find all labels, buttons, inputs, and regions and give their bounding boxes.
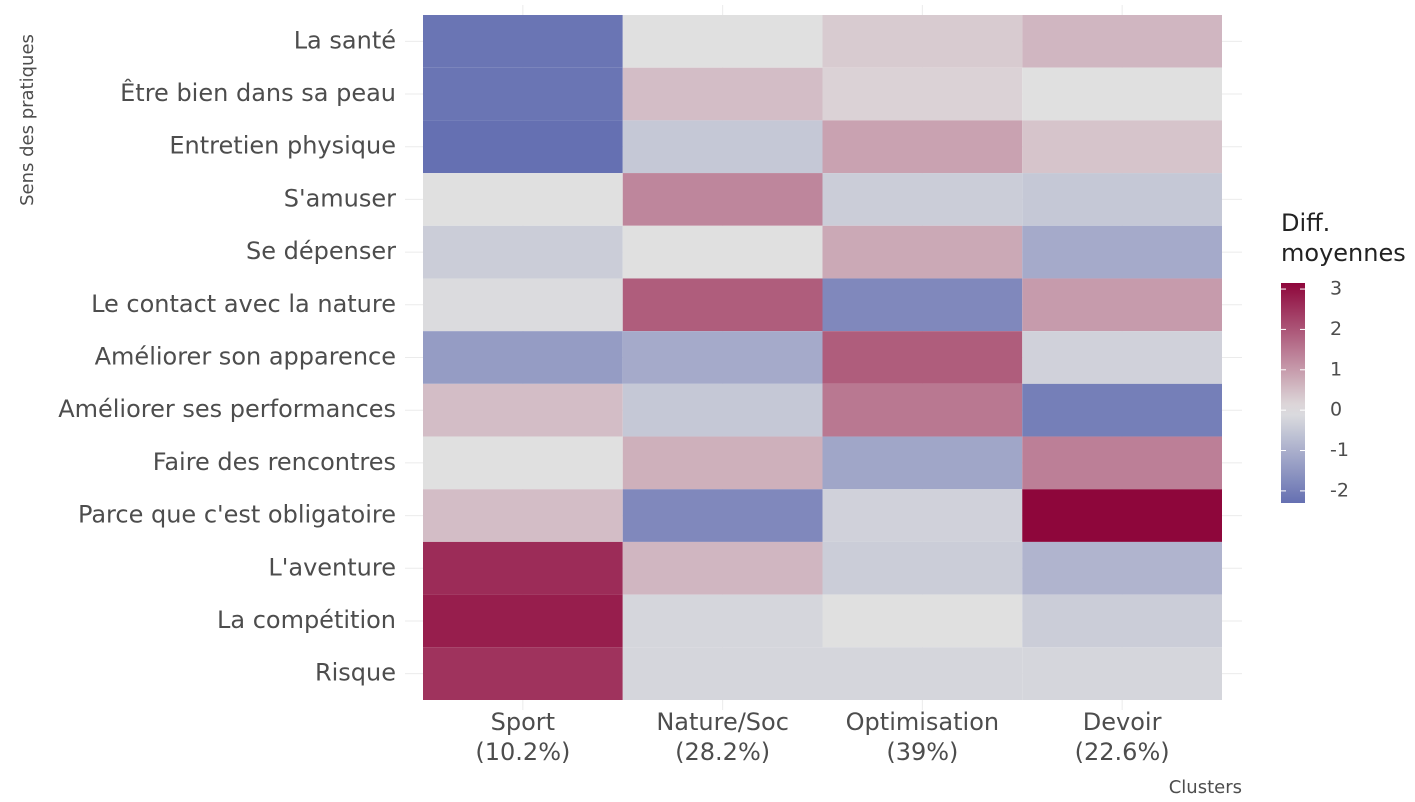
- heat-cell: [423, 225, 623, 279]
- heat-cell: [1022, 436, 1222, 490]
- y-tick-label: Risque: [315, 659, 396, 687]
- heat-cell: [622, 541, 823, 595]
- legend-tick-label: -1: [1330, 439, 1349, 461]
- heat-cell: [1022, 173, 1222, 226]
- heat-cell: [423, 383, 623, 437]
- x-tick-label: Optimisation (39%): [845, 708, 1000, 766]
- heat-cell: [1022, 278, 1222, 332]
- heat-cell: [622, 489, 823, 542]
- heat-cell: [423, 120, 623, 174]
- heat-cell: [822, 120, 1023, 174]
- y-tick-label: Faire des rencontres: [153, 448, 396, 476]
- x-tick-label: Sport (10.2%): [475, 708, 571, 766]
- legend-tick-label: 2: [1330, 318, 1342, 340]
- heat-cell: [622, 594, 823, 648]
- heat-cell: [622, 331, 823, 384]
- heat-cell: [822, 594, 1023, 648]
- heat-cell: [622, 120, 823, 174]
- heat-cell: [423, 15, 623, 68]
- legend-tick-label: 1: [1330, 358, 1342, 380]
- heat-cell: [822, 15, 1023, 68]
- x-tick-label: Nature/Soc (28.2%): [656, 708, 789, 766]
- y-tick-label: La compétition: [217, 606, 396, 634]
- heat-cell: [822, 489, 1023, 542]
- heat-cell: [1022, 67, 1222, 121]
- heat-cell: [423, 173, 623, 226]
- heat-cell: [622, 225, 823, 279]
- y-tick-label: L'aventure: [268, 553, 396, 581]
- heat-cell: [423, 278, 623, 332]
- heat-cell: [423, 331, 623, 384]
- heat-cell: [822, 225, 1023, 279]
- heat-cell: [622, 278, 823, 332]
- y-tick-label: Se dépenser: [246, 237, 396, 265]
- heat-cell: [822, 541, 1023, 595]
- y-tick-label: Parce que c'est obligatoire: [78, 501, 396, 529]
- y-tick-label: Le contact avec la nature: [91, 290, 396, 318]
- heat-cell: [822, 331, 1023, 384]
- heat-cell: [1022, 120, 1222, 174]
- legend-title: Diff. moyennes: [1281, 209, 1406, 267]
- y-tick-label: Améliorer son apparence: [95, 343, 396, 371]
- y-tick-label: Entretien physique: [169, 132, 396, 160]
- heat-cell: [822, 647, 1023, 700]
- heat-cell: [1022, 15, 1222, 68]
- heat-cell: [423, 489, 623, 542]
- heat-cell: [822, 383, 1023, 437]
- x-tick-label: Devoir (22.6%): [1074, 708, 1170, 766]
- heat-cell: [822, 278, 1023, 332]
- heat-cell: [1022, 647, 1222, 700]
- y-tick-label: La santé: [294, 26, 396, 54]
- legend-tick-label: 3: [1330, 278, 1342, 300]
- colorbar: [1281, 283, 1305, 503]
- heat-cell: [423, 436, 623, 490]
- y-tick-label: Être bien dans sa peau: [120, 78, 396, 107]
- legend-tick-label: 0: [1330, 399, 1342, 421]
- y-tick-label: S'amuser: [284, 184, 396, 212]
- y-tick-label: Améliorer ses performances: [58, 395, 396, 423]
- legend-tick-label: -2: [1330, 479, 1349, 501]
- heat-cell: [622, 67, 823, 121]
- heat-cell: [1022, 225, 1222, 279]
- heat-cell: [1022, 383, 1222, 437]
- heat-cell: [1022, 331, 1222, 384]
- heat-cell: [423, 594, 623, 648]
- heat-cell: [423, 541, 623, 595]
- heat-cell: [822, 173, 1023, 226]
- heat-cell: [622, 383, 823, 437]
- heat-cell: [622, 436, 823, 490]
- heat-cell: [822, 436, 1023, 490]
- x-axis-title: Clusters: [1169, 777, 1242, 798]
- heat-cell: [822, 67, 1023, 121]
- heat-cell: [1022, 489, 1222, 542]
- y-axis-title: Sens des pratiques: [17, 34, 38, 206]
- heat-cell: [622, 15, 823, 68]
- heat-cell: [1022, 541, 1222, 595]
- heat-cell: [1022, 594, 1222, 648]
- heat-cell: [622, 647, 823, 700]
- heat-cell: [423, 67, 623, 121]
- heat-cell: [622, 173, 823, 226]
- heat-cell: [423, 647, 623, 700]
